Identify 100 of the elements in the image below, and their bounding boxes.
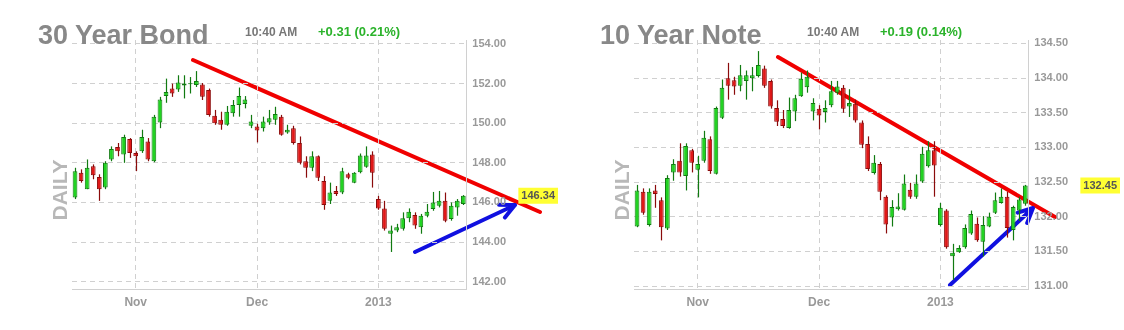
candlestick [418, 213, 424, 235]
candlestick [962, 223, 968, 250]
candlestick [272, 106, 278, 126]
y-tick-label: 131.00 [1034, 279, 1069, 292]
candlestick [889, 199, 895, 228]
candlestick [665, 174, 670, 231]
y-tick-label: 150.00 [472, 116, 507, 129]
candlestick [749, 66, 755, 92]
candlestick [737, 64, 743, 92]
candlestick [780, 109, 786, 129]
candlestick [925, 140, 931, 169]
candlestick [828, 80, 834, 108]
x-tick-label: 2013 [927, 295, 955, 310]
candlestick [369, 150, 375, 189]
candlestick [847, 88, 852, 118]
candlestick [944, 208, 949, 250]
candlestick [309, 150, 315, 172]
y-tick-label: 152.00 [472, 76, 507, 89]
y-tick-label: 131.50 [1034, 244, 1069, 257]
candlestick [786, 96, 792, 130]
candlestick [315, 154, 321, 182]
candlestick [652, 184, 658, 209]
candlestick [139, 129, 145, 154]
text: 132.45 [1083, 178, 1118, 191]
candlestick [768, 78, 773, 110]
text: +0.31 (0.21%) [318, 24, 401, 39]
candlestick [109, 145, 114, 162]
candlestick [145, 137, 151, 162]
candlestick [853, 99, 858, 124]
candlestick [200, 82, 205, 101]
candlestick [859, 119, 864, 149]
candlestick [762, 65, 767, 89]
text: DAILY [48, 159, 72, 221]
candlestick [236, 86, 242, 118]
candlestick [84, 158, 90, 190]
candlestick [792, 94, 798, 122]
x-tick-label: Dec [246, 295, 269, 310]
candlestick [127, 137, 132, 159]
candlestick [840, 84, 846, 114]
candlestick [1010, 205, 1016, 241]
text: +0.19 (0.14%) [880, 24, 963, 39]
candlestick [743, 69, 749, 101]
candlestick [695, 155, 701, 198]
candlestick [382, 200, 387, 232]
candlestick [121, 134, 126, 164]
candlestick [285, 124, 290, 135]
y-tick-label: 144.00 [472, 235, 507, 248]
candlestick [103, 160, 108, 190]
candlestick [931, 140, 937, 198]
y-tick-label: 146.00 [472, 195, 507, 208]
y-tick-label: 132.50 [1034, 175, 1069, 188]
candlestick [756, 50, 761, 79]
candlestick [278, 114, 284, 137]
y-tick-label: 154.00 [472, 36, 507, 49]
candlestick [400, 211, 406, 232]
x-tick-label: Nov [124, 295, 148, 310]
chart-title: 30 Year Bond [38, 20, 209, 51]
candlestick [194, 70, 199, 88]
chart-subtitle: 10:40 AM [245, 25, 298, 39]
y-tick-label: 133.00 [1034, 140, 1069, 153]
candlestick [448, 201, 454, 222]
candlestick [297, 135, 302, 165]
candlestick [321, 175, 327, 211]
text: 146.34 [521, 188, 556, 201]
y-tick-label: 134.00 [1034, 71, 1069, 84]
candlestick [224, 105, 230, 127]
chart-subtitle: 10:40 AM [807, 25, 860, 39]
candlestick [701, 130, 707, 164]
candlestick [938, 202, 943, 228]
candlestick [689, 148, 694, 174]
candlestick [968, 209, 974, 236]
candlestick [865, 135, 870, 172]
candlestick [1022, 184, 1028, 207]
chart-title: 10 Year Note [600, 20, 762, 51]
y-tick-label: 134.50 [1034, 36, 1069, 49]
candlestick [871, 154, 877, 176]
candlestick [96, 173, 102, 202]
text: DAILY [610, 159, 634, 221]
candlestick [1016, 196, 1022, 222]
candlestick [388, 225, 393, 253]
candlestick [974, 216, 980, 243]
candlestick [798, 71, 804, 98]
y-tick-label: 148.00 [472, 155, 507, 168]
candlestick [206, 87, 211, 118]
candlestick [357, 152, 363, 174]
candlestick [774, 99, 779, 127]
candlestick [218, 111, 224, 131]
x-tick-label: Nov [686, 295, 710, 310]
candlestick [671, 158, 676, 182]
y-tick-label: 133.50 [1034, 105, 1069, 118]
x-tick-label: Dec [808, 295, 831, 310]
candlestick [291, 125, 296, 146]
y-tick-label: 142.00 [472, 274, 507, 287]
candlestick [363, 145, 369, 169]
candlestick [376, 195, 381, 211]
candlestick [327, 182, 333, 205]
x-tick-label: 2013 [365, 295, 393, 310]
candlestick [303, 155, 308, 179]
candlestick [980, 215, 986, 257]
candlestick [677, 142, 682, 178]
